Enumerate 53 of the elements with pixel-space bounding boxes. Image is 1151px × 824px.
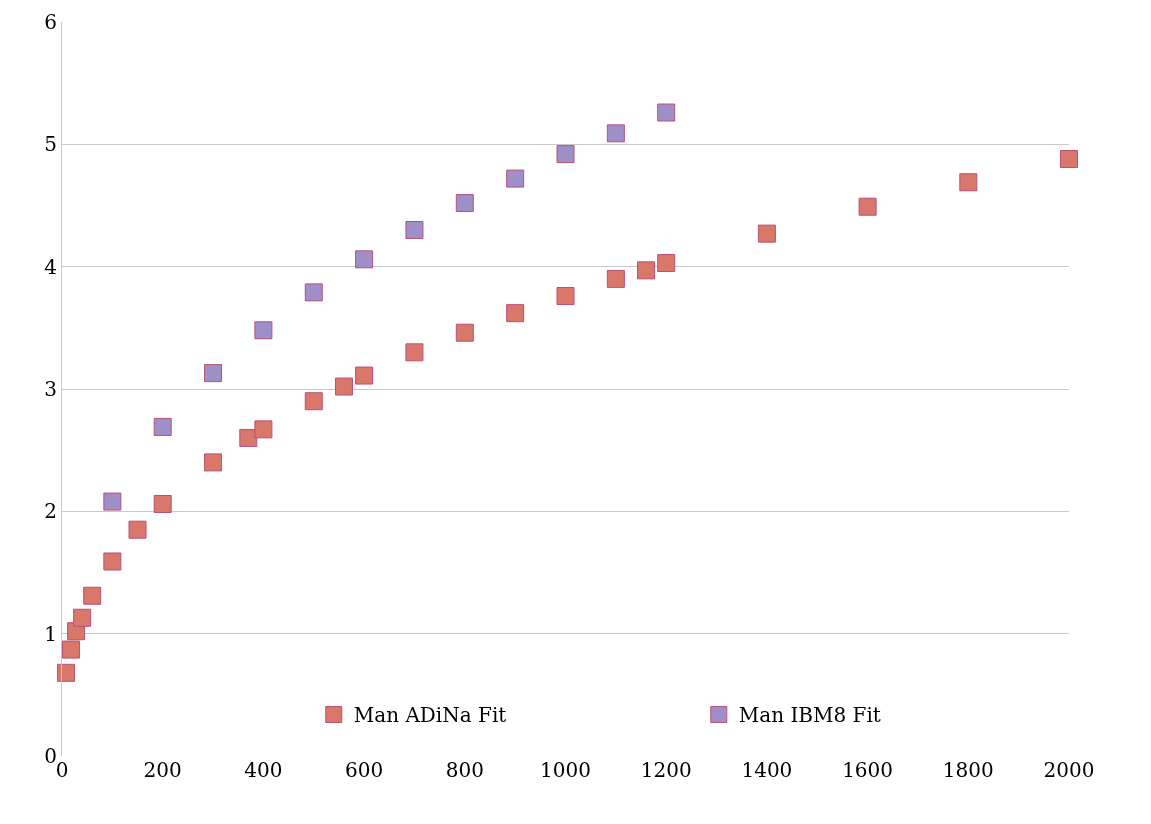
x-tick-label: 400 — [244, 758, 283, 782]
point — [858, 197, 877, 216]
point — [455, 323, 474, 342]
point — [334, 377, 353, 396]
point — [606, 124, 625, 143]
x-tick-label: 1600 — [842, 758, 894, 782]
point — [62, 640, 81, 659]
x-tick-label: 1400 — [741, 758, 793, 782]
point — [304, 392, 323, 411]
point — [355, 366, 374, 385]
point — [506, 169, 525, 188]
point — [657, 254, 676, 272]
point — [128, 520, 147, 539]
point — [103, 492, 122, 511]
x-tick-label: 200 — [143, 758, 182, 782]
point — [304, 283, 323, 302]
point — [254, 420, 273, 439]
x-tick-label: 2000 — [1043, 758, 1095, 782]
x-tick-label: 800 — [445, 758, 484, 782]
point — [405, 343, 424, 362]
point — [204, 453, 223, 472]
point — [657, 103, 676, 122]
point — [959, 173, 978, 192]
point — [204, 364, 223, 383]
point — [73, 608, 92, 627]
point — [637, 261, 656, 280]
point — [757, 224, 776, 243]
point — [556, 287, 575, 306]
point — [455, 194, 474, 213]
legend-label: Man IBM8 Fit — [738, 703, 881, 728]
point — [153, 494, 172, 513]
x-tick-label: 600 — [345, 758, 384, 782]
x-tick-label: 1000 — [540, 758, 591, 782]
legend-label: Man ADiNa Fit — [353, 703, 507, 728]
x-tick-label: 1800 — [942, 758, 994, 782]
y-tick-label: 6 — [44, 10, 57, 34]
point — [254, 321, 273, 340]
point — [103, 552, 122, 571]
y-tick-label: 3 — [44, 377, 57, 401]
point — [405, 220, 424, 239]
point — [153, 417, 172, 436]
y-tick-label: 2 — [44, 499, 57, 524]
y-tick-label: 5 — [44, 132, 57, 157]
point — [1060, 150, 1078, 169]
x-tick-label: 1200 — [640, 758, 692, 782]
point — [355, 250, 374, 269]
point — [556, 145, 575, 164]
point — [506, 304, 525, 323]
y-tick-label: 4 — [44, 254, 57, 279]
point — [57, 663, 76, 682]
point — [606, 269, 625, 288]
y-tick-label: 1 — [44, 621, 57, 646]
point — [83, 586, 102, 605]
